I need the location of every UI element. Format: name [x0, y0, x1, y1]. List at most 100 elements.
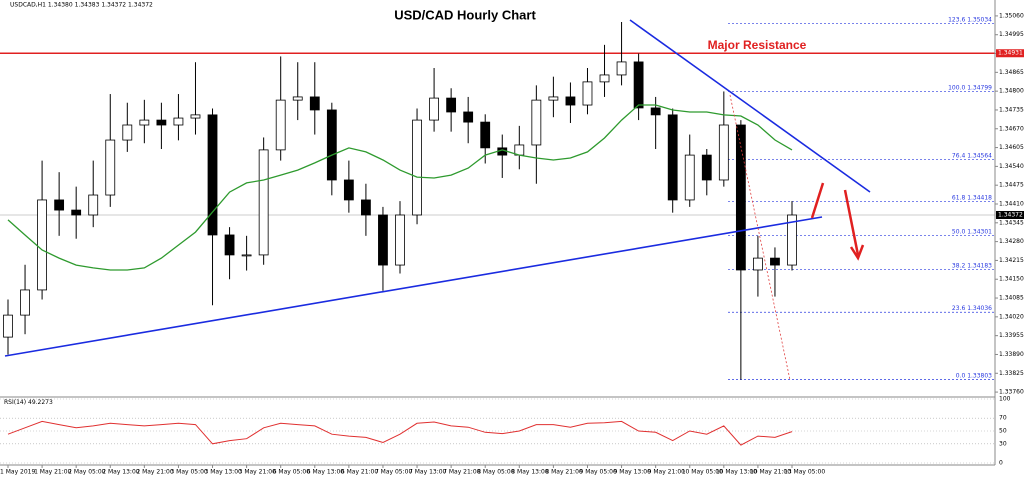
x-tick-label: 9 May 13:00	[614, 469, 652, 476]
x-tick-label: 1 May 21:00	[34, 469, 72, 476]
current-price: 1.34372	[998, 211, 1023, 218]
fib-label: 100.0 1.34799	[948, 84, 992, 91]
candle-body	[54, 199, 65, 211]
x-tick-label: 10 May 21:00	[750, 469, 791, 476]
candle-body	[20, 289, 30, 316]
candle-body	[378, 214, 388, 266]
fib-price: 1.34301	[967, 228, 992, 235]
x-tick-label: 1 May 2019	[0, 469, 35, 476]
y-tick-label: 1.34150	[999, 276, 1024, 283]
candle-body	[395, 214, 405, 266]
x-tick-label: 9 May 21:00	[648, 469, 686, 476]
fib-price: 1.35034	[967, 16, 992, 23]
label-layer: 1.350601.349951.349301.348651.348001.347…	[0, 12, 1024, 476]
y-tick-label: 1.33955	[999, 332, 1024, 339]
x-tick-label: 7 May 21:00	[443, 469, 481, 476]
y-tick-label: 1.34475	[999, 182, 1024, 189]
arrow-up	[810, 182, 825, 219]
candle-body	[190, 114, 201, 119]
x-tick-label: 8 May 21:00	[545, 469, 583, 476]
current-price-box	[996, 210, 1024, 219]
x-tick-label: 9 May 05:00	[579, 469, 617, 476]
fib-price: 1.34036	[967, 305, 992, 312]
candle-body	[718, 124, 729, 181]
rsi-tick-label: 100	[999, 396, 1011, 403]
fib-label: 76.4 1.34564	[952, 152, 992, 159]
fib-ratio: 38.2	[952, 262, 966, 269]
candle-body	[361, 199, 371, 216]
candle-body	[565, 96, 576, 106]
x-tick-label: 3 May 05:00	[170, 469, 208, 476]
fib-label: 0.0 1.33803	[956, 372, 992, 379]
x-tick-label: 8 May 05:00	[477, 469, 515, 476]
candle-body	[122, 124, 133, 141]
candle-body	[3, 314, 13, 338]
x-tick-label: 7 May 13:00	[409, 469, 447, 476]
fib-ratio: 61.8	[952, 194, 966, 201]
fib-label: 50.0 1.34301	[952, 228, 992, 235]
fib-ratio: 123.6	[948, 16, 965, 23]
candle-body	[343, 179, 354, 201]
rsi-name: RSI(14)	[4, 399, 26, 406]
resistance-price-box	[996, 49, 1024, 58]
resistance-price: 1.34931	[998, 50, 1023, 57]
candle-body	[326, 109, 337, 181]
fib-ratio: 100.0	[948, 84, 965, 91]
rsi-tick-label: 0	[999, 460, 1003, 467]
moving-average	[7, 104, 793, 271]
candle-body	[650, 107, 661, 116]
candle-body	[753, 257, 763, 271]
x-tick-label: 10 May 05:00	[682, 469, 723, 476]
candle-body	[275, 99, 286, 151]
fib-ratio: 76.4	[952, 152, 966, 159]
candle-body	[37, 199, 47, 291]
y-tick-label: 1.34865	[999, 69, 1024, 76]
y-tick-label: 1.34085	[999, 295, 1024, 302]
candle-body	[582, 81, 593, 106]
fib-ratio: 0.0	[956, 372, 966, 379]
x-tick-label: 10 May 13:00	[716, 469, 757, 476]
rsi-line	[7, 420, 793, 446]
candle-body	[156, 119, 167, 126]
x-tick-label: 13 May 05:00	[784, 469, 825, 476]
x-tick-label: 2 May 21:00	[136, 469, 174, 476]
candle-body	[531, 99, 542, 146]
y-tick-label: 1.34345	[999, 219, 1024, 226]
rsi-current: 49.2273	[28, 399, 53, 406]
drawing-layer	[4, 19, 871, 381]
candle-body	[224, 234, 235, 256]
fib-ratio: 50.0	[952, 228, 966, 235]
candle-body	[412, 119, 422, 216]
rsi-header: RSI(14) 49.2273	[4, 399, 53, 406]
y-tick-label: 1.35060	[999, 12, 1024, 19]
arrow-down	[843, 189, 860, 256]
y-tick-label: 1.34800	[999, 88, 1024, 95]
y-tick-label: 1.33760	[999, 389, 1024, 396]
candle-body	[480, 121, 491, 149]
candle-body	[446, 97, 457, 113]
chart-title: USD/CAD Hourly Chart	[394, 7, 536, 22]
candle-body	[701, 154, 712, 181]
candle-body	[616, 61, 627, 76]
y-tick-label: 1.34020	[999, 313, 1024, 320]
y-tick-label: 1.34735	[999, 106, 1024, 113]
candle-body	[735, 124, 746, 271]
x-tick-label: 6 May 21:00	[341, 469, 379, 476]
y-tick-label: 1.34410	[999, 200, 1024, 207]
rsi-tick-label: 30	[999, 440, 1007, 447]
candle-body	[548, 96, 559, 101]
candle-body	[633, 61, 644, 109]
x-tick-label: 6 May 05:00	[273, 469, 311, 476]
candle-body	[207, 114, 218, 236]
x-tick-label: 2 May 13:00	[102, 469, 140, 476]
candle-body	[258, 149, 269, 256]
candle-body	[463, 111, 474, 123]
candle-body	[173, 117, 184, 126]
resistance-trendline	[629, 19, 871, 193]
fib-label: 38.2 1.34183	[952, 262, 992, 269]
y-tick-label: 1.33890	[999, 351, 1024, 358]
candle-body	[667, 114, 678, 201]
x-tick-label: 2 May 05:00	[68, 469, 106, 476]
candle-body	[770, 257, 780, 266]
candle-body	[429, 97, 439, 121]
